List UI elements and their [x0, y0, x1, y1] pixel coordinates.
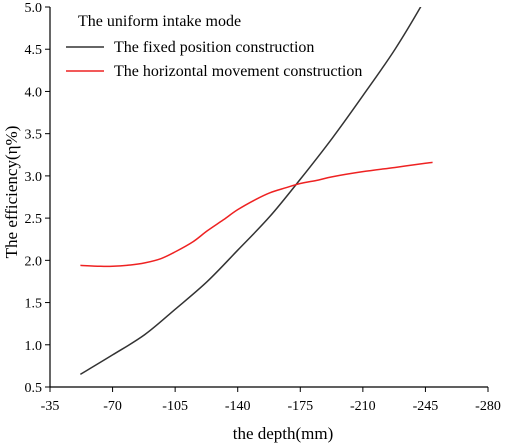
y-tick-label: 3.0	[25, 170, 43, 185]
y-tick-label: 1.5	[25, 297, 43, 312]
legend: The uniform intake mode The fixed positi…	[66, 13, 362, 80]
x-tick-label: -35	[41, 399, 60, 414]
legend-entry-2: The horizontal movement construction	[114, 63, 362, 80]
legend-title: The uniform intake mode	[78, 13, 241, 30]
y-tick-label: 5.0	[25, 1, 43, 16]
y-tick-label: 2.0	[25, 254, 43, 269]
x-tick-label: -105	[162, 399, 188, 414]
x-tick-label: -210	[350, 399, 376, 414]
series-line-2	[80, 161, 433, 268]
series-layer	[80, 7, 433, 375]
y-tick-label: 4.5	[25, 43, 43, 58]
y-tick-label: 1.0	[25, 339, 43, 354]
x-tick-label: -70	[103, 399, 122, 414]
series-line-1	[80, 7, 422, 375]
x-tick-label: -245	[413, 399, 439, 414]
y-tick-label: 2.5	[25, 212, 43, 227]
x-tick-label: -280	[475, 399, 501, 414]
y-tick-label: 0.5	[25, 381, 43, 396]
x-tick-label: -175	[287, 399, 313, 414]
y-axis-title: The efficiency(η%)	[2, 126, 21, 259]
y-tick-label: 4.0	[25, 85, 43, 100]
axes: 0.5 1.0 1.5 2.0 2.5 3.0 3.5 4.0 4.5 5.0 -35 -70 -105…	[25, 1, 501, 414]
legend-entry-1: The fixed position construction	[114, 39, 314, 56]
y-tick-label: 3.5	[25, 128, 43, 143]
x-axis-title: the depth(mm)	[233, 424, 334, 443]
x-tick-label: -140	[225, 399, 251, 414]
